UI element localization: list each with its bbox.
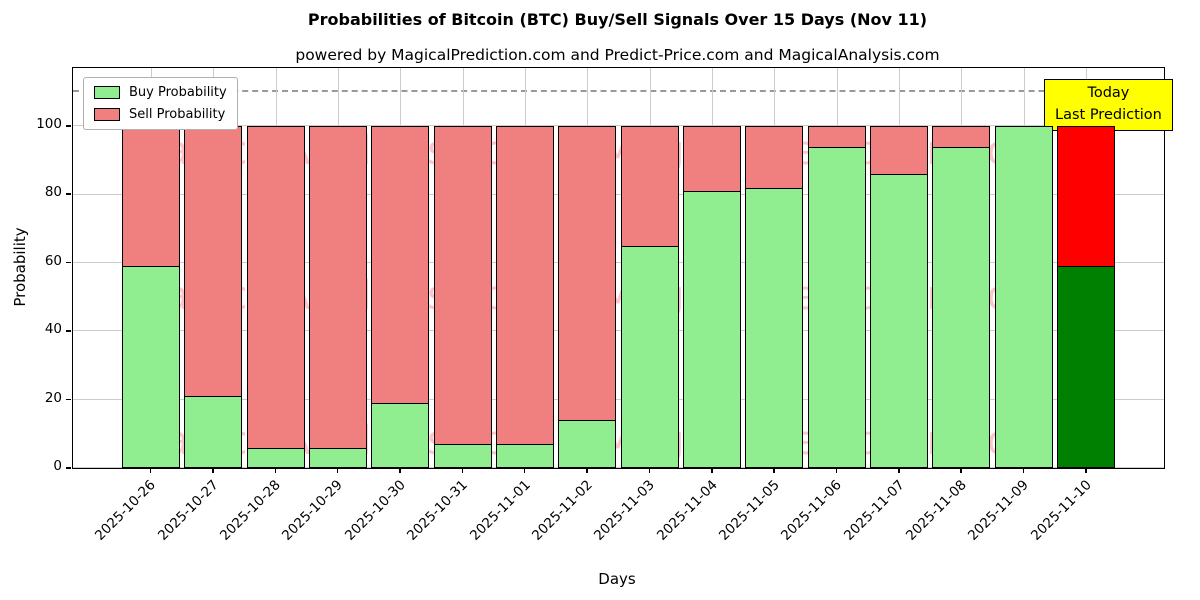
y-gridline bbox=[73, 193, 1164, 195]
bar-sell-segment bbox=[371, 126, 430, 405]
annotation-line-2: Last Prediction bbox=[1055, 106, 1162, 123]
x-tick-label: 2025-11-08 bbox=[902, 477, 970, 544]
x-tick-label: 2025-11-10 bbox=[1027, 477, 1095, 544]
bar-buy-segment bbox=[620, 245, 679, 468]
sell-color-swatch bbox=[94, 108, 120, 121]
y-tick-label: 40 bbox=[44, 321, 62, 338]
x-tick-label: 2025-11-07 bbox=[840, 477, 908, 544]
legend-item-sell: Sell Probability bbox=[94, 107, 227, 122]
x-tick-label: 2025-10-28 bbox=[217, 477, 284, 544]
x-tick-mark bbox=[149, 468, 152, 473]
x-tick-mark bbox=[1085, 468, 1087, 473]
chart-subtitle: powered by MagicalPrediction.com and Pre… bbox=[295, 46, 940, 64]
x-axis-label: Days bbox=[598, 570, 636, 588]
bar-sell-segment bbox=[620, 126, 679, 247]
dashed-upper-gridline bbox=[73, 89, 1164, 92]
bar-buy-segment bbox=[433, 444, 492, 468]
x-tick-label: 2025-10-26 bbox=[92, 477, 160, 544]
x-tick-label: 2025-11-06 bbox=[778, 477, 846, 544]
x-tick-label: 2025-10-27 bbox=[154, 477, 222, 544]
bar-sell-segment bbox=[433, 126, 492, 446]
bar-sell-segment bbox=[1057, 126, 1116, 268]
bar-buy-segment bbox=[246, 447, 305, 468]
y-tick-label: 20 bbox=[44, 389, 62, 406]
x-tick-mark bbox=[773, 468, 775, 473]
y-tick-mark bbox=[66, 261, 71, 264]
buy-color-swatch bbox=[94, 86, 120, 99]
x-tick-mark bbox=[1022, 468, 1025, 473]
x-tick-mark bbox=[711, 468, 713, 473]
bar-sell-segment bbox=[246, 126, 305, 449]
x-tick-mark bbox=[898, 468, 900, 473]
bar-buy-segment bbox=[184, 396, 243, 468]
x-tick-label: 2025-11-03 bbox=[591, 477, 658, 544]
y-tick-label: 0 bbox=[53, 458, 62, 474]
x-tick-mark bbox=[336, 468, 339, 473]
bar-buy-segment bbox=[121, 266, 180, 468]
y-gridline bbox=[73, 330, 1164, 332]
bar-buy-segment bbox=[558, 420, 617, 468]
x-tick-label: 2025-10-30 bbox=[341, 477, 409, 544]
plot-area: Buy Probability Sell Probability bbox=[72, 67, 1165, 469]
x-tick-label: 2025-11-05 bbox=[715, 477, 783, 544]
bar-sell-segment bbox=[495, 126, 554, 446]
bar-buy-segment bbox=[495, 444, 554, 468]
today-annotation: Today Last Prediction bbox=[1044, 79, 1173, 131]
y-tick-mark bbox=[66, 398, 71, 401]
legend: Buy Probability Sell Probability bbox=[83, 77, 238, 130]
bar-sell-segment bbox=[308, 126, 367, 449]
x-tick-label: 2025-11-02 bbox=[528, 477, 596, 544]
bar-sell-segment bbox=[558, 126, 617, 422]
x-tick-label: 2025-10-29 bbox=[279, 477, 347, 544]
bar-buy-segment bbox=[870, 173, 929, 468]
y-tick-mark bbox=[66, 193, 71, 195]
x-tick-label: 2025-11-09 bbox=[965, 477, 1033, 544]
y-tick-label: 80 bbox=[44, 184, 62, 201]
bar-buy-segment bbox=[745, 187, 804, 468]
x-tick-mark bbox=[960, 468, 962, 473]
y-tick-mark bbox=[66, 330, 71, 332]
x-tick-label: 2025-11-01 bbox=[466, 477, 534, 544]
bar-sell-segment bbox=[184, 126, 243, 398]
bar-buy-segment bbox=[371, 403, 430, 468]
y-tick-label: 100 bbox=[36, 116, 62, 133]
x-tick-mark bbox=[274, 468, 277, 473]
y-tick-mark bbox=[66, 125, 71, 127]
y-tick-label: 60 bbox=[44, 252, 62, 269]
bar-sell-segment bbox=[121, 126, 180, 268]
bar-buy-segment bbox=[932, 146, 991, 468]
x-tick-mark bbox=[835, 468, 838, 473]
x-tick-label: 2025-10-31 bbox=[404, 477, 471, 544]
x-tick-mark bbox=[461, 468, 464, 473]
x-tick-mark bbox=[586, 468, 588, 473]
legend-label-buy: Buy Probability bbox=[129, 85, 227, 100]
x-tick-mark bbox=[399, 468, 401, 473]
y-gridline bbox=[73, 467, 1164, 468]
x-tick-label: 2025-11-04 bbox=[653, 477, 721, 544]
bar-buy-segment bbox=[683, 191, 741, 468]
y-gridline bbox=[73, 398, 1164, 400]
y-gridline bbox=[73, 125, 1164, 127]
legend-label-sell: Sell Probability bbox=[129, 107, 226, 122]
bar-sell-segment bbox=[745, 126, 804, 189]
bar-sell-segment bbox=[807, 126, 866, 148]
bar-sell-segment bbox=[932, 126, 991, 148]
x-tick-mark bbox=[523, 468, 526, 473]
bar-buy-segment bbox=[1057, 266, 1116, 468]
y-gridline bbox=[73, 261, 1164, 263]
bar-buy-segment bbox=[308, 447, 367, 468]
y-tick-mark bbox=[66, 467, 71, 469]
bar-sell-segment bbox=[683, 126, 741, 193]
x-tick-mark bbox=[648, 468, 651, 473]
legend-item-buy: Buy Probability bbox=[94, 85, 227, 100]
x-tick-mark bbox=[212, 468, 214, 473]
chart-title: Probabilities of Bitcoin (BTC) Buy/Sell … bbox=[307, 10, 928, 29]
bar-buy-segment bbox=[994, 126, 1053, 468]
annotation-line-1: Today bbox=[1087, 85, 1130, 101]
bar-sell-segment bbox=[870, 126, 929, 175]
bar-buy-segment bbox=[807, 146, 866, 468]
